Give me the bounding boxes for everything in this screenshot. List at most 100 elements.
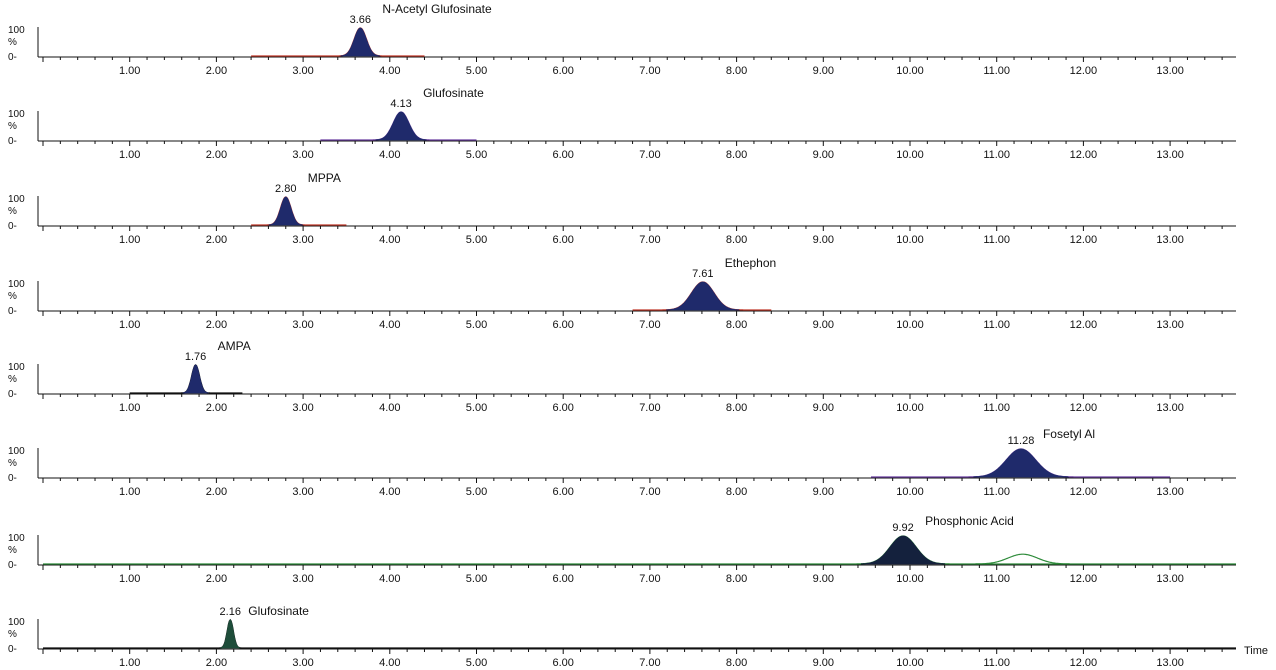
x-tick-label: 8.00 (726, 486, 747, 498)
x-tick-label: 12.00 (1070, 149, 1098, 161)
x-tick-label: 11.00 (983, 149, 1010, 161)
compound-name-label: AMPA (218, 339, 251, 353)
x-tick-label: 10.00 (896, 486, 924, 498)
x-tick-label: 3.00 (292, 402, 313, 414)
y-tick-label: % (8, 37, 17, 48)
x-tick-label: 3.00 (292, 65, 313, 77)
x-tick-label: 1.00 (119, 657, 140, 669)
peak-area (182, 364, 210, 394)
x-tick-label: 6.00 (552, 657, 573, 669)
x-tick-label: 7.00 (639, 573, 660, 585)
x-tick-label: 9.00 (813, 319, 834, 331)
x-tick-label: 6.00 (552, 234, 573, 246)
x-tick-label: 11.00 (983, 402, 1010, 414)
x-tick-label: 9.00 (813, 65, 834, 77)
x-tick-label: 10.00 (896, 402, 924, 414)
x-tick-label: 4.00 (379, 573, 400, 585)
peak-rt-label: 4.13 (390, 98, 411, 110)
x-tick-label: 10.00 (896, 319, 924, 331)
x-tick-label: 13.00 (1156, 65, 1184, 77)
x-tick-label: 5.00 (466, 657, 487, 669)
x-tick-label: 8.00 (726, 573, 747, 585)
x-tick-label: 12.00 (1070, 234, 1098, 246)
peak-area (973, 448, 1070, 478)
compound-name-label: Phosphonic Acid (925, 514, 1014, 528)
compound-name-label: Fosetyl Al (1043, 427, 1095, 441)
x-tick-label: 2.00 (206, 657, 227, 669)
chromatogram-panel: 100% 0- 1.00 2.00 3.00 4.00 5.00 6.00 7.00 8.00 9.… (8, 427, 1236, 498)
peak-area (268, 196, 304, 226)
y-tick-label: 0- (8, 136, 17, 147)
x-tick-label: 7.00 (639, 149, 660, 161)
x-tick-label: 5.00 (466, 234, 487, 246)
x-tick-label: 11.00 (983, 234, 1010, 246)
chromatogram-panel: 100% 0- 1.00 2.00 3.00 4.00 5.00 6.00 7.00 8.00 9.… (8, 339, 1236, 414)
x-tick-label: 2.00 (206, 149, 227, 161)
y-tick-label: % (8, 206, 17, 217)
x-tick-label: 1.00 (119, 486, 140, 498)
compound-name-label: Glufosinate (248, 604, 309, 618)
y-tick-label: 100 (8, 533, 25, 544)
x-tick-label: 11.00 (983, 573, 1010, 585)
x-tick-label: 4.00 (379, 319, 400, 331)
x-tick-label: 4.00 (379, 402, 400, 414)
compound-name-label: Ethephon (725, 256, 776, 270)
x-tick-label: 12.00 (1070, 402, 1098, 414)
x-tick-label: 10.00 (896, 657, 924, 669)
y-tick-label: 100 (8, 194, 25, 205)
x-tick-label: 10.00 (896, 234, 924, 246)
peak-area (861, 535, 946, 565)
x-tick-label: 9.00 (813, 657, 834, 669)
y-tick-label: % (8, 291, 17, 302)
peak-rt-label: 7.61 (692, 268, 713, 280)
compound-name-label: MPPA (308, 171, 341, 185)
x-tick-label: 2.00 (206, 319, 227, 331)
x-tick-label: 3.00 (292, 657, 313, 669)
peak-area (220, 619, 241, 649)
peak-area (340, 27, 381, 57)
x-tick-label: 1.00 (119, 234, 140, 246)
y-tick-label: 100 (8, 279, 25, 290)
x-tick-label: 4.00 (379, 149, 400, 161)
y-tick-label: % (8, 629, 17, 640)
x-tick-label: 12.00 (1070, 486, 1098, 498)
y-tick-label: 0- (8, 52, 17, 63)
x-tick-label: 4.00 (379, 65, 400, 77)
x-tick-label: 7.00 (639, 657, 660, 669)
y-tick-label: % (8, 458, 17, 469)
x-tick-label: 8.00 (726, 234, 747, 246)
peak-rt-label: 9.92 (892, 522, 913, 534)
y-tick-label: % (8, 545, 17, 556)
x-tick-label: 13.00 (1156, 657, 1184, 669)
x-tick-label: 5.00 (466, 319, 487, 331)
x-tick-label: 1.00 (119, 573, 140, 585)
y-tick-label: 100 (8, 25, 25, 36)
x-tick-label: 5.00 (466, 65, 487, 77)
chromatogram-trace (129, 364, 243, 394)
y-tick-label: 100 (8, 109, 25, 120)
x-tick-label: 11.00 (983, 65, 1010, 77)
y-tick-label: 0- (8, 306, 17, 317)
x-tick-label: 9.00 (813, 573, 834, 585)
x-tick-label: 12.00 (1070, 319, 1098, 331)
peak-rt-label: 3.66 (350, 14, 371, 26)
x-tick-label: 10.00 (896, 149, 924, 161)
x-tick-label: 11.00 (983, 486, 1010, 498)
chromatogram-trace (251, 196, 347, 226)
x-tick-label: 3.00 (292, 319, 313, 331)
x-tick-label: 13.00 (1156, 319, 1184, 331)
y-tick-label: 0- (8, 221, 17, 232)
y-tick-label: 0- (8, 389, 17, 400)
chromatogram-panel: 100% 0- 1.00 2.00 3.00 4.00 5.00 6.00 7.00 8.00 9.… (8, 86, 1236, 161)
x-tick-label: 4.00 (379, 234, 400, 246)
x-tick-label: 4.00 (379, 657, 400, 669)
chromatogram-trace (43, 535, 1236, 565)
x-tick-label: 8.00 (726, 402, 747, 414)
y-tick-label: 100 (8, 362, 25, 373)
chromatogram-panel: 100% 0- 1.00 2.00 3.00 4.00 5.00 6.00 7.00 8.00 9.… (8, 2, 1236, 77)
chromatogram-trace (251, 27, 425, 57)
x-tick-label: 9.00 (813, 402, 834, 414)
y-tick-label: 0- (8, 644, 17, 655)
x-tick-label: 11.00 (983, 657, 1010, 669)
